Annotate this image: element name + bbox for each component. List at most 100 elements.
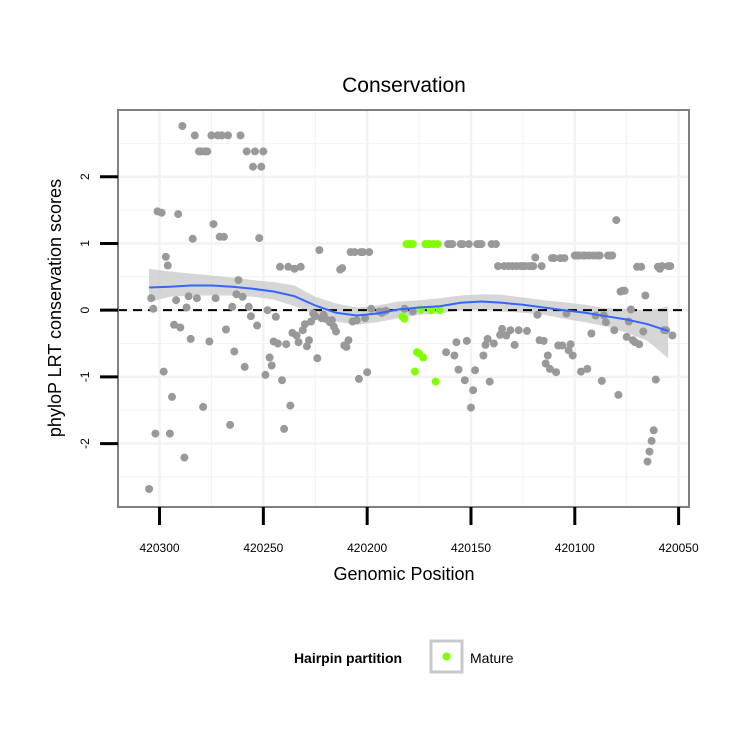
data-point (240, 362, 249, 371)
data-point (614, 390, 623, 399)
data-point (558, 341, 567, 350)
data-point (296, 262, 305, 271)
data-point (361, 314, 370, 323)
data-point (344, 336, 353, 345)
data-point (327, 316, 336, 325)
x-axis: 420300 420250 420200 420150 420100 420050 (140, 507, 699, 555)
data-point (292, 331, 301, 340)
data-point (467, 403, 475, 412)
data-point (612, 216, 621, 225)
data-point (647, 436, 656, 445)
data-point (541, 359, 550, 368)
data-point (199, 402, 208, 411)
data-point (302, 342, 311, 351)
data-point (261, 370, 270, 379)
data-point (224, 131, 232, 140)
data-point (165, 429, 174, 438)
data-point (282, 340, 291, 349)
data-point (622, 332, 631, 341)
data-point (608, 251, 617, 260)
data-point (263, 306, 272, 315)
data-point (481, 340, 490, 349)
mature-data-point (400, 314, 409, 323)
data-point (228, 302, 237, 311)
data-point (498, 324, 507, 333)
data-point (510, 340, 519, 349)
data-point (149, 304, 158, 313)
mature-data-point (408, 240, 417, 249)
x-tick-label: 420100 (555, 541, 595, 555)
data-point (276, 262, 284, 271)
data-point (539, 336, 548, 345)
smooth-line-path (149, 284, 669, 332)
data-point (543, 351, 552, 360)
data-point (253, 321, 262, 330)
data-points (145, 122, 677, 493)
data-point (550, 254, 558, 263)
data-point (159, 367, 168, 376)
data-point (462, 336, 471, 345)
data-point (157, 208, 166, 217)
y-tick-label: 0 (78, 307, 92, 314)
data-point (635, 340, 644, 349)
data-point (552, 368, 561, 377)
data-point (531, 253, 540, 262)
data-point (161, 252, 170, 261)
data-point (311, 312, 320, 321)
data-point (494, 262, 502, 271)
data-point (238, 292, 247, 301)
data-point (471, 366, 480, 375)
data-point (442, 348, 451, 357)
data-point (485, 377, 494, 386)
data-point (176, 323, 185, 332)
data-point (207, 131, 216, 140)
legend-label-mature: Mature (470, 650, 514, 666)
data-point (450, 351, 459, 360)
data-point (342, 342, 351, 351)
data-point (568, 351, 577, 360)
data-point (259, 147, 268, 156)
data-point (170, 320, 179, 329)
mature-data-point (410, 367, 419, 376)
data-point (477, 240, 486, 249)
data-point (577, 367, 585, 376)
data-point (514, 326, 523, 335)
data-point (226, 420, 235, 429)
data-point (651, 375, 660, 384)
data-point (529, 262, 538, 271)
mature-data-point (435, 306, 444, 315)
data-point (458, 240, 467, 249)
data-point (506, 326, 515, 335)
data-point (255, 234, 264, 243)
data-point (545, 364, 554, 373)
data-point (190, 131, 199, 140)
mature-data-point (419, 353, 428, 362)
data-point (300, 320, 309, 329)
data-point (172, 296, 181, 305)
data-point (464, 240, 473, 249)
x-axis-title: Genomic Position (333, 564, 474, 584)
mature-data-point (427, 306, 436, 315)
data-point (483, 334, 492, 343)
data-point (180, 453, 189, 462)
data-point (491, 240, 500, 249)
data-point (244, 302, 253, 311)
data-point (203, 147, 212, 156)
data-point (249, 162, 257, 171)
data-point (338, 264, 347, 273)
smooth-line (149, 284, 669, 332)
confidence-band-area (149, 268, 669, 359)
data-point (178, 122, 187, 130)
data-point (219, 232, 228, 241)
data-point (315, 246, 324, 255)
legend-key-point (442, 652, 451, 661)
data-point (280, 424, 289, 433)
data-point (626, 305, 635, 314)
mature-data-point (433, 240, 442, 249)
data-point (294, 338, 303, 347)
data-point (298, 326, 307, 335)
plot-panel-border (117, 109, 690, 508)
data-point (359, 248, 367, 257)
data-point (168, 392, 176, 401)
legend: Hairpin partition Mature (294, 639, 514, 674)
